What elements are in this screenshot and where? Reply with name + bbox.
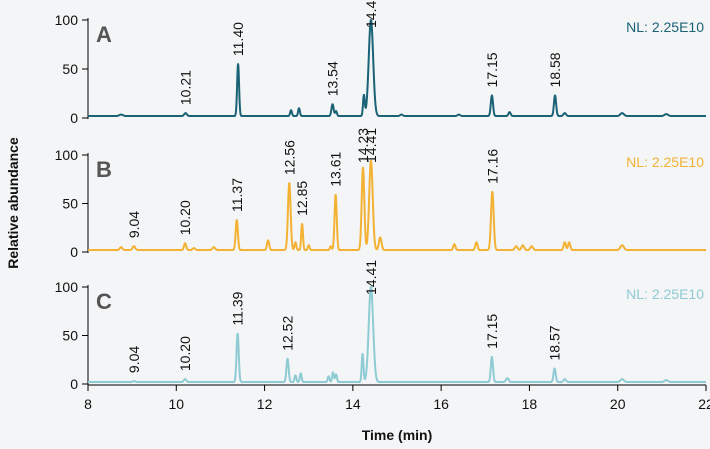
peak-label: 18.57	[547, 325, 563, 360]
trace-b	[87, 159, 707, 252]
peak-label: 12.85	[294, 181, 310, 216]
y-tick-label: 100	[55, 12, 79, 28]
peak-label: 11.37	[229, 178, 245, 212]
peak-label: 11.39	[230, 291, 246, 325]
peak-label: 14.41	[363, 0, 379, 28]
peak-label: 13.54	[325, 61, 341, 96]
y-tick-label: 50	[62, 61, 78, 77]
x-axis-title: Time (min)	[362, 427, 433, 443]
peak-label: 14.41	[363, 260, 379, 295]
nl-annotation: NL: 2.25E10	[626, 19, 704, 35]
panel-label: B	[96, 157, 112, 182]
x-tick-label: 12	[257, 396, 273, 412]
peak-label: 14.41	[363, 128, 379, 163]
peak-label: 13.61	[328, 152, 344, 187]
x-axis: 8 10 12 14 16 18 20 22 Time (min)	[84, 384, 710, 443]
x-tick-label: 14	[345, 396, 361, 412]
panel-c: 0 50 100 9.04 10.20 11.39 12.52 14.41 17.15 18.57…	[55, 260, 707, 392]
peak-label: 12.52	[280, 316, 296, 351]
peak-label: 10.20	[177, 336, 193, 371]
y-tick-label: 50	[62, 196, 78, 212]
x-tick-label: 18	[522, 396, 538, 412]
nl-annotation: NL: 2.25E10	[626, 286, 704, 302]
peak-label: 11.40	[230, 22, 246, 56]
x-tick-label: 20	[610, 396, 626, 412]
y-tick-label: 0	[70, 110, 78, 126]
peak-label: 14.23	[355, 128, 371, 163]
y-tick-label: 0	[70, 376, 78, 392]
peak-label: 9.04	[126, 346, 142, 373]
x-tick-label: 22	[698, 396, 710, 412]
y-tick-label: 0	[70, 244, 78, 260]
panel-label: C	[96, 289, 112, 314]
y-axis-title: Relative abundance	[5, 137, 21, 269]
panel-label: A	[96, 22, 112, 47]
peak-label: 10.20	[177, 200, 193, 235]
panel-a: 0 50 100 10.21 11.40 13.54 14.41 17.15 18.58 A NL:…	[55, 0, 707, 126]
y-tick-label: 50	[62, 328, 78, 344]
x-tick-group: 8 10 12 14 16 18 20 22	[84, 385, 710, 412]
peak-label: 17.16	[484, 149, 500, 184]
x-tick-label: 10	[168, 396, 184, 412]
panel-b: 0 50 100 9.04 10.20 11.37 12.56 12.85 13.61 14.23…	[55, 128, 707, 260]
peak-label: 17.15	[484, 52, 500, 87]
peak-label: 12.56	[281, 140, 297, 175]
peak-label: 9.04	[126, 211, 142, 238]
y-tick-label: 100	[55, 147, 79, 163]
x-tick-label: 8	[84, 396, 92, 412]
x-tick-label: 16	[433, 396, 449, 412]
trace-c	[87, 286, 707, 384]
peak-label: 10.21	[178, 70, 194, 105]
y-tick-label: 100	[55, 279, 79, 295]
nl-annotation: NL: 2.25E10	[626, 154, 704, 170]
trace-a	[87, 19, 707, 118]
peak-label: 18.58	[547, 52, 563, 87]
chart-panels: 0 50 100 10.21 11.40 13.54 14.41 17.15 18.58 A NL:…	[55, 0, 707, 392]
peak-label: 17.15	[484, 314, 500, 349]
